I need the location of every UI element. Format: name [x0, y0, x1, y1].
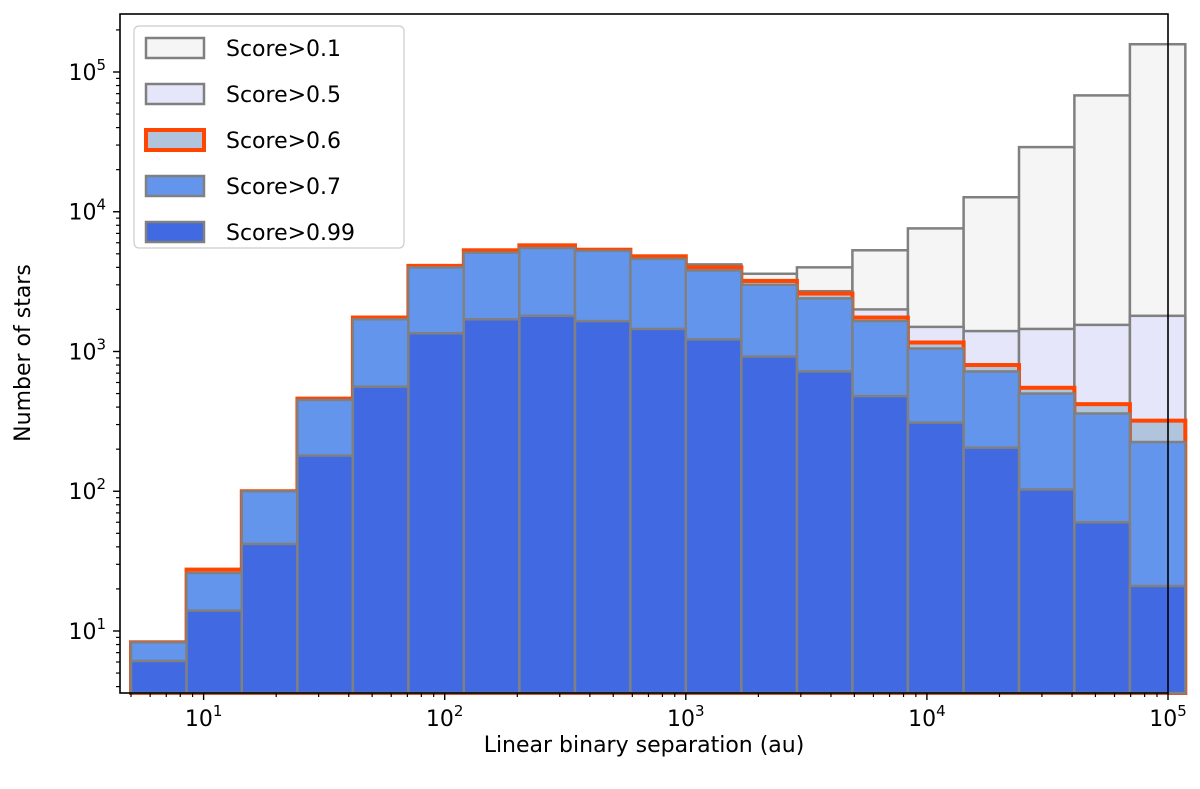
legend-swatch-4 [144, 220, 206, 244]
bar-s4-bin14 [906, 421, 965, 695]
bar-s4-bin8 [573, 319, 632, 695]
y-axis-label: Number of stars [11, 264, 36, 442]
x-tick-label-3: 104 [908, 702, 946, 732]
histogram-bars [129, 42, 1188, 696]
bar-s4-bin0 [129, 659, 188, 695]
plot-frame [119, 13, 1169, 694]
x-tick-label-1: 102 [426, 702, 464, 732]
bar-s4-bin12 [795, 370, 854, 695]
bar-s4-bin18 [1128, 584, 1187, 695]
legend-label-2: Score>0.6 [226, 129, 341, 154]
legend-swatch-0 [144, 36, 206, 60]
legend-label-3: Score>0.7 [226, 175, 341, 200]
legend-label-0: Score>0.1 [226, 37, 341, 62]
x-tick-label-0: 101 [185, 702, 223, 732]
x-axis-ticks: 101 102 103 104 105 [130, 693, 1187, 732]
bar-s4-bin4 [351, 385, 410, 695]
bar-s4-bin5 [407, 332, 466, 695]
bar-s4-bin2 [240, 542, 299, 695]
legend: Score>0.1 Score>0.5 Score>0.6 Score>0.7 Scor… [133, 25, 405, 249]
legend-label-4: Score>0.99 [226, 221, 355, 246]
y-tick-label-3: 104 [68, 196, 106, 226]
series-Score>0.99 [129, 314, 1187, 695]
x-tick-label-4: 105 [1149, 702, 1187, 732]
y-tick-label-1: 102 [68, 475, 106, 505]
x-tick-label-2: 103 [667, 702, 705, 732]
bar-s4-bin9 [629, 327, 688, 695]
legend-swatch-2 [144, 128, 206, 152]
x-axis-label: Linear binary separation (au) [484, 733, 805, 758]
bar-s4-bin13 [851, 394, 910, 695]
bar-s4-bin1 [185, 609, 244, 695]
bar-s4-bin17 [1073, 520, 1132, 695]
bar-s4-bin16 [1017, 488, 1076, 695]
legend-swatch-1 [144, 82, 206, 106]
y-axis-ticks: 101 102 103 104 105 [68, 29, 120, 688]
bar-s4-bin6 [462, 318, 521, 695]
y-tick-label-2: 103 [68, 335, 106, 365]
legend-swatch-3 [144, 174, 206, 198]
legend-label-1: Score>0.5 [226, 83, 341, 108]
bar-s4-bin15 [962, 446, 1021, 695]
bar-s4-bin3 [296, 454, 355, 695]
bar-s4-bin7 [518, 314, 577, 695]
bar-s4-bin11 [740, 355, 799, 695]
y-tick-label-4: 105 [68, 56, 106, 86]
y-tick-label-0: 101 [68, 615, 106, 645]
bar-s4-bin10 [684, 338, 743, 695]
